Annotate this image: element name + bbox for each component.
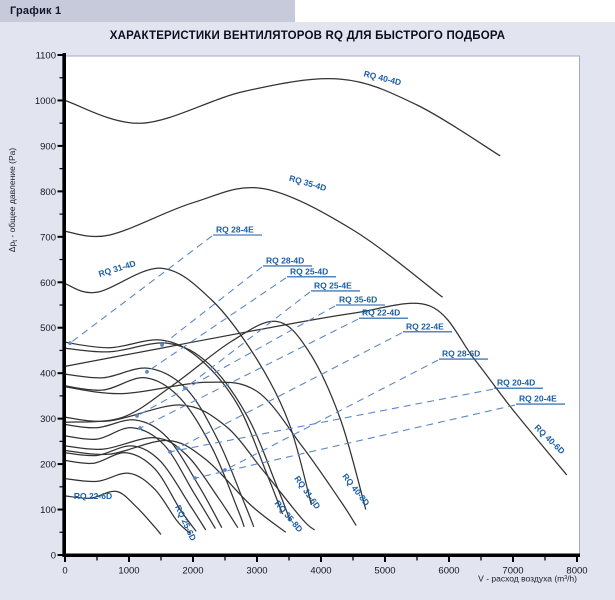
curve-rq-40-8d: [64, 381, 357, 526]
x-tick-label-6000: 6000: [438, 566, 459, 577]
x-tick-label-8000: 8000: [566, 566, 587, 577]
series-label-rq-25-4e: RQ 25-4E: [314, 280, 352, 290]
y-tick-label-0: 0: [51, 551, 56, 562]
series-label-rq-28-6d: RQ 28-6D: [442, 349, 480, 359]
top-bar: График 1: [0, 0, 615, 22]
y-tick-label-200: 200: [40, 460, 56, 471]
x-tick-label-0: 0: [62, 566, 67, 577]
series-label-rq-22-6d: RQ 22-6D: [74, 491, 112, 501]
y-tick-label-1100: 1100: [36, 51, 56, 62]
x-tick-label-2000: 2000: [182, 566, 203, 577]
leader-line-rq-25-4e: [184, 291, 311, 389]
curve-rq-35-4d: [64, 187, 443, 298]
header-tab: График 1: [0, 0, 295, 22]
leader-line-rq-35-6d: [136, 305, 336, 417]
series-label-rq-20-4e: RQ 20-4E: [519, 394, 557, 404]
curve-rq-35-8d: [64, 439, 287, 533]
series-label-rq-22-4e: RQ 22-4E: [406, 321, 444, 331]
header-tab-label: График 1: [10, 5, 62, 17]
series-label-rq-25-4d: RQ 25-4D: [290, 266, 328, 276]
leader-dot-rq-20-4e: [193, 476, 197, 481]
y-tick-label-600: 600: [40, 278, 56, 289]
curve-rq-28-6d: [64, 437, 239, 529]
curve-rq-22-4d: [64, 419, 223, 528]
curve-rq-40-4d: [64, 78, 501, 157]
leader-line-rq-22-4e: [177, 332, 403, 449]
leader-dot-rq-28-4e: [68, 341, 72, 346]
curve-rq-20-4e: [64, 452, 197, 532]
leader-dot-rq-22-4e: [176, 446, 180, 451]
leader-line-rq-28-4e: [69, 235, 213, 344]
curve-rq-22-6d: [64, 490, 162, 535]
curve-rq-22-4e: [64, 427, 216, 529]
leader-line-rq-28-4d: [161, 266, 263, 346]
x-tick-label-1000: 1000: [118, 566, 139, 577]
series-label-rq-28-4d: RQ 28-4D: [266, 255, 304, 265]
plot-area: [62, 55, 580, 557]
leader-dot-rq-35-6d: [135, 414, 139, 418]
y-tick-label-900: 900: [40, 141, 56, 152]
leader-dot-rq-25-4d: [145, 369, 149, 374]
leader-dot-rq-28-4d: [160, 343, 164, 347]
y-tick-label-100: 100: [40, 505, 56, 516]
series-label-rq-35-6d: RQ 35-6D: [339, 295, 377, 305]
y-tick-label-500: 500: [40, 323, 56, 334]
y-tick-label-400: 400: [40, 369, 56, 380]
curve-rq-25-4e: [64, 377, 245, 528]
y-axis-line: [62, 53, 66, 557]
y-tick-label-300: 300: [40, 414, 56, 425]
leader-line-rq-22-4d: [139, 318, 359, 429]
series-label-rq-20-4d: RQ 20-4D: [497, 378, 535, 388]
leader-line-rq-20-4d: [169, 388, 494, 453]
leader-line-rq-25-4d: [146, 277, 287, 373]
series-label-rq-22-4d: RQ 22-4D: [362, 308, 400, 318]
chart-title: ХАРАКТЕРИСТИКИ ВЕНТИЛЯТОРОВ RQ ДЛЯ БЫСТР…: [109, 30, 506, 42]
curve-rq-25-6d: [64, 472, 191, 534]
y-tick-label-800: 800: [40, 187, 56, 198]
leader-dot-rq-28-6d: [223, 468, 227, 472]
y-tick-label-1000: 1000: [35, 96, 56, 107]
x-tick-label-7000: 7000: [502, 566, 523, 577]
curve-rq-31-6d: [64, 404, 316, 531]
curve-rq-35-6d: [64, 320, 367, 510]
x-tick-label-5000: 5000: [374, 566, 395, 577]
leader-line-rq-28-6d: [224, 359, 439, 471]
curve-rq-28-4e: [64, 339, 284, 515]
y-axis-title: Δpt - общее давление (Pa): [7, 148, 19, 253]
curve-rq-20-4d: [64, 445, 207, 531]
x-axis-line: [62, 553, 580, 557]
leader-line-rq-20-4e: [194, 404, 516, 479]
x-axis-title: V - расход воздуха (m³/h): [478, 574, 577, 584]
curve-rq-28-4d: [64, 342, 291, 522]
leader-dot-rq-20-4d: [168, 449, 172, 454]
x-tick-label-4000: 4000: [310, 566, 331, 577]
y-tick-label-700: 700: [40, 232, 56, 243]
leader-dot-rq-22-4d: [138, 426, 142, 431]
curve-rq-40-6d: [64, 302, 568, 476]
x-tick-label-3000: 3000: [246, 566, 267, 577]
series-label-rq-28-4e: RQ 28-4E: [216, 225, 254, 235]
curve-rq-31-4d: [64, 267, 313, 506]
